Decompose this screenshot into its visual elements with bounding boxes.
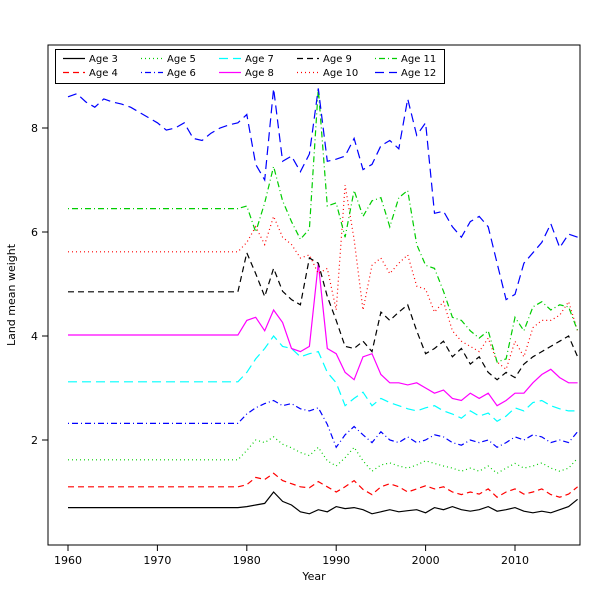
y-tick-label-8: 8 [31, 122, 38, 135]
series-line-age-11 [68, 88, 579, 363]
x-tick-label-1980: 1980 [233, 554, 261, 567]
series-line-age-9 [68, 250, 579, 381]
x-tick-label-1990: 1990 [322, 554, 350, 567]
x-tick-label-2000: 2000 [412, 554, 440, 567]
series-line-age-3 [68, 491, 578, 515]
x-tick-label-2010: 2010 [501, 554, 529, 567]
series-line-age-12 [67, 88, 578, 301]
legend-entry-age-10: Age 10 [323, 68, 358, 79]
legend-entry-age-11: Age 11 [401, 54, 436, 65]
legend-entry-age-3: Age 3 [89, 54, 118, 65]
series-line-age-10 [68, 185, 579, 371]
legend-entry-age-12: Age 12 [401, 68, 436, 79]
legend-entry-age-4: Age 4 [89, 68, 118, 79]
series-line-age-4 [68, 472, 578, 498]
y-tick-label-2: 2 [31, 434, 38, 447]
series-line-age-8 [68, 263, 578, 407]
series-lines [67, 88, 579, 515]
y-tick-label-4: 4 [31, 330, 38, 343]
x-tick-label-1960: 1960 [54, 554, 82, 567]
series-line-age-5 [68, 436, 579, 475]
series-line-age-6 [68, 399, 579, 449]
plot-border [47, 44, 581, 546]
x-axis-label: Year [301, 570, 326, 583]
x-tick-label-1970: 1970 [143, 554, 171, 567]
y-axis-label: Land mean weight [5, 243, 18, 346]
y-tick-label-6: 6 [31, 226, 38, 239]
legend-entry-age-5: Age 5 [167, 54, 196, 65]
legend-box [55, 49, 445, 84]
axis-ticks: 1960 1970 1980 1990 2000 2010 2 4 6 8 [31, 122, 529, 567]
legend-entry-age-8: Age 8 [245, 68, 274, 79]
legend-entry-age-7: Age 7 [245, 54, 274, 65]
legend: Age 3 Age 4 Age 5 Age 6 Age 7 Age 8 Age 9 Age 1… [55, 49, 445, 84]
legend-entry-age-9: Age 9 [323, 54, 352, 65]
series-line-age-7 [68, 335, 578, 423]
legend-entry-age-6: Age 6 [167, 68, 196, 79]
